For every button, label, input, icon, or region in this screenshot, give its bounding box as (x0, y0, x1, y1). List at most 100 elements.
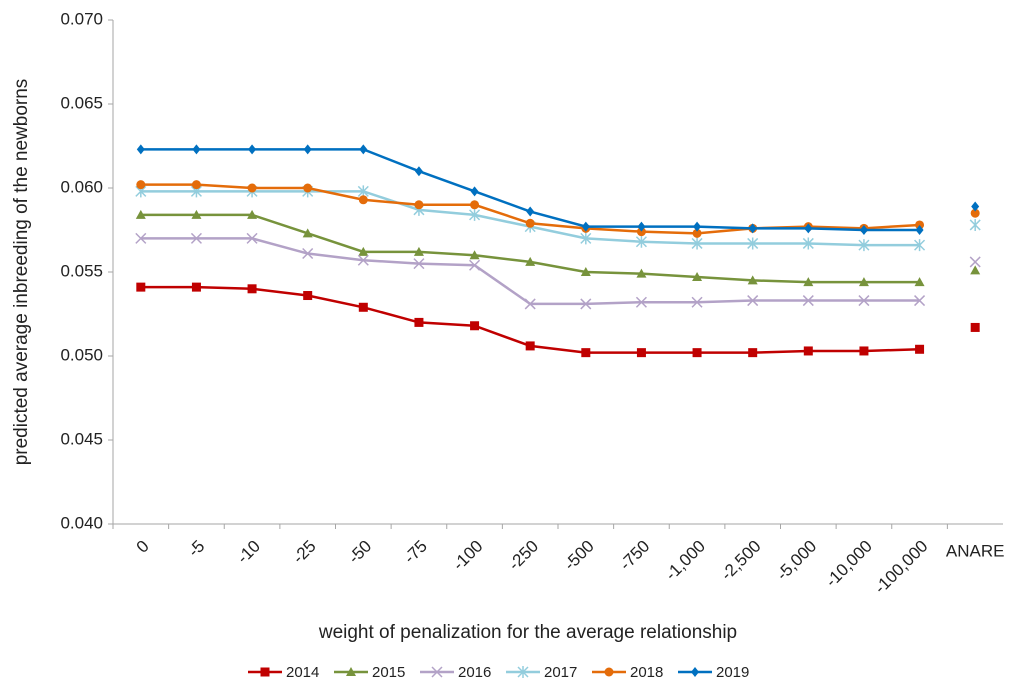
data-point (359, 144, 368, 155)
data-point (247, 284, 257, 294)
data-point (636, 227, 646, 237)
data-point (136, 180, 146, 190)
data-point (414, 200, 424, 210)
data-point (525, 218, 535, 228)
data-point (303, 183, 313, 193)
data-point (914, 295, 926, 307)
x-tick-label: -2,500 (717, 537, 765, 585)
data-point (580, 298, 592, 310)
x-tick-label: -10,000 (822, 537, 876, 591)
data-point (358, 195, 368, 205)
legend-label: 2019 (716, 664, 749, 681)
data-point (524, 298, 536, 310)
data-point (748, 223, 757, 234)
x-tick-label: 0 (133, 537, 153, 557)
data-point (469, 259, 481, 271)
data-point (192, 144, 201, 155)
data-point (915, 225, 924, 235)
data-point (859, 346, 869, 356)
data-point (470, 200, 480, 210)
data-point (136, 144, 145, 155)
y-tick-label: 0.070 (60, 9, 103, 28)
data-point (247, 209, 258, 219)
data-point (414, 317, 424, 327)
data-point (358, 246, 369, 256)
x-axis-label: weight of penalization for the average r… (318, 622, 737, 643)
data-point (691, 296, 703, 308)
data-point (692, 348, 702, 358)
data-point (357, 254, 369, 266)
data-point (747, 275, 758, 285)
data-point (969, 256, 981, 268)
data-point (525, 341, 535, 351)
y-tick-label: 0.055 (60, 261, 103, 280)
data-point (413, 258, 425, 270)
data-point (190, 232, 202, 244)
data-point (135, 232, 147, 244)
data-point (136, 282, 146, 292)
y-tick-label: 0.045 (60, 429, 103, 448)
data-point (969, 218, 981, 231)
data-point (858, 239, 870, 252)
x-tick-label: -100 (449, 537, 486, 574)
data-point (414, 166, 423, 177)
x-tick-label: ANARE (946, 541, 1005, 560)
y-tick-label: 0.040 (60, 513, 103, 532)
data-point (581, 221, 590, 232)
legend-marker (691, 667, 699, 677)
data-point (470, 321, 480, 331)
data-point (803, 346, 813, 356)
data-point (469, 208, 481, 221)
x-tick-label: -50 (344, 537, 375, 568)
x-tick-label: -750 (616, 537, 653, 574)
data-point (914, 277, 925, 287)
data-point (747, 237, 759, 250)
legend-label: 2017 (544, 664, 577, 681)
x-tick-label: -75 (400, 537, 431, 568)
data-point (802, 295, 814, 307)
data-point (970, 322, 980, 332)
data-point (637, 221, 646, 232)
legend-label: 2015 (372, 664, 405, 681)
data-point (692, 272, 703, 282)
x-tick-label: -100,000 (871, 537, 932, 598)
data-point (525, 256, 536, 266)
data-point (915, 344, 925, 354)
data-point (858, 277, 869, 287)
series-line (140, 190, 920, 247)
data-point (693, 221, 702, 232)
x-tick-label: -5,000 (773, 537, 821, 585)
data-point (135, 209, 146, 219)
x-tick-label: -25 (289, 537, 320, 568)
legend-label: 2014 (286, 664, 319, 681)
data-point (858, 295, 870, 307)
legend-label: 2018 (630, 664, 663, 681)
data-point (692, 228, 702, 238)
data-point (191, 209, 202, 219)
data-point (302, 228, 313, 238)
data-point (248, 144, 257, 155)
data-point (747, 295, 759, 307)
data-point (247, 183, 257, 193)
data-point (691, 237, 703, 250)
x-tick-label: -5 (184, 537, 208, 561)
series-line (140, 237, 920, 306)
x-tick-label: -250 (505, 537, 542, 574)
data-point (303, 144, 312, 155)
legend-marker (431, 666, 443, 678)
legend-marker (260, 667, 270, 677)
data-point (246, 232, 258, 244)
y-tick-label: 0.050 (60, 345, 103, 364)
data-point (636, 348, 646, 358)
data-point (802, 237, 814, 250)
x-tick-label: -10 (233, 537, 264, 568)
data-point (859, 225, 868, 235)
legend-label: 2016 (458, 664, 491, 681)
data-point (971, 201, 980, 212)
y-tick-label: 0.060 (60, 177, 103, 196)
data-point (191, 180, 201, 190)
data-point (580, 267, 591, 276)
data-point (358, 302, 368, 312)
data-point (636, 268, 647, 278)
